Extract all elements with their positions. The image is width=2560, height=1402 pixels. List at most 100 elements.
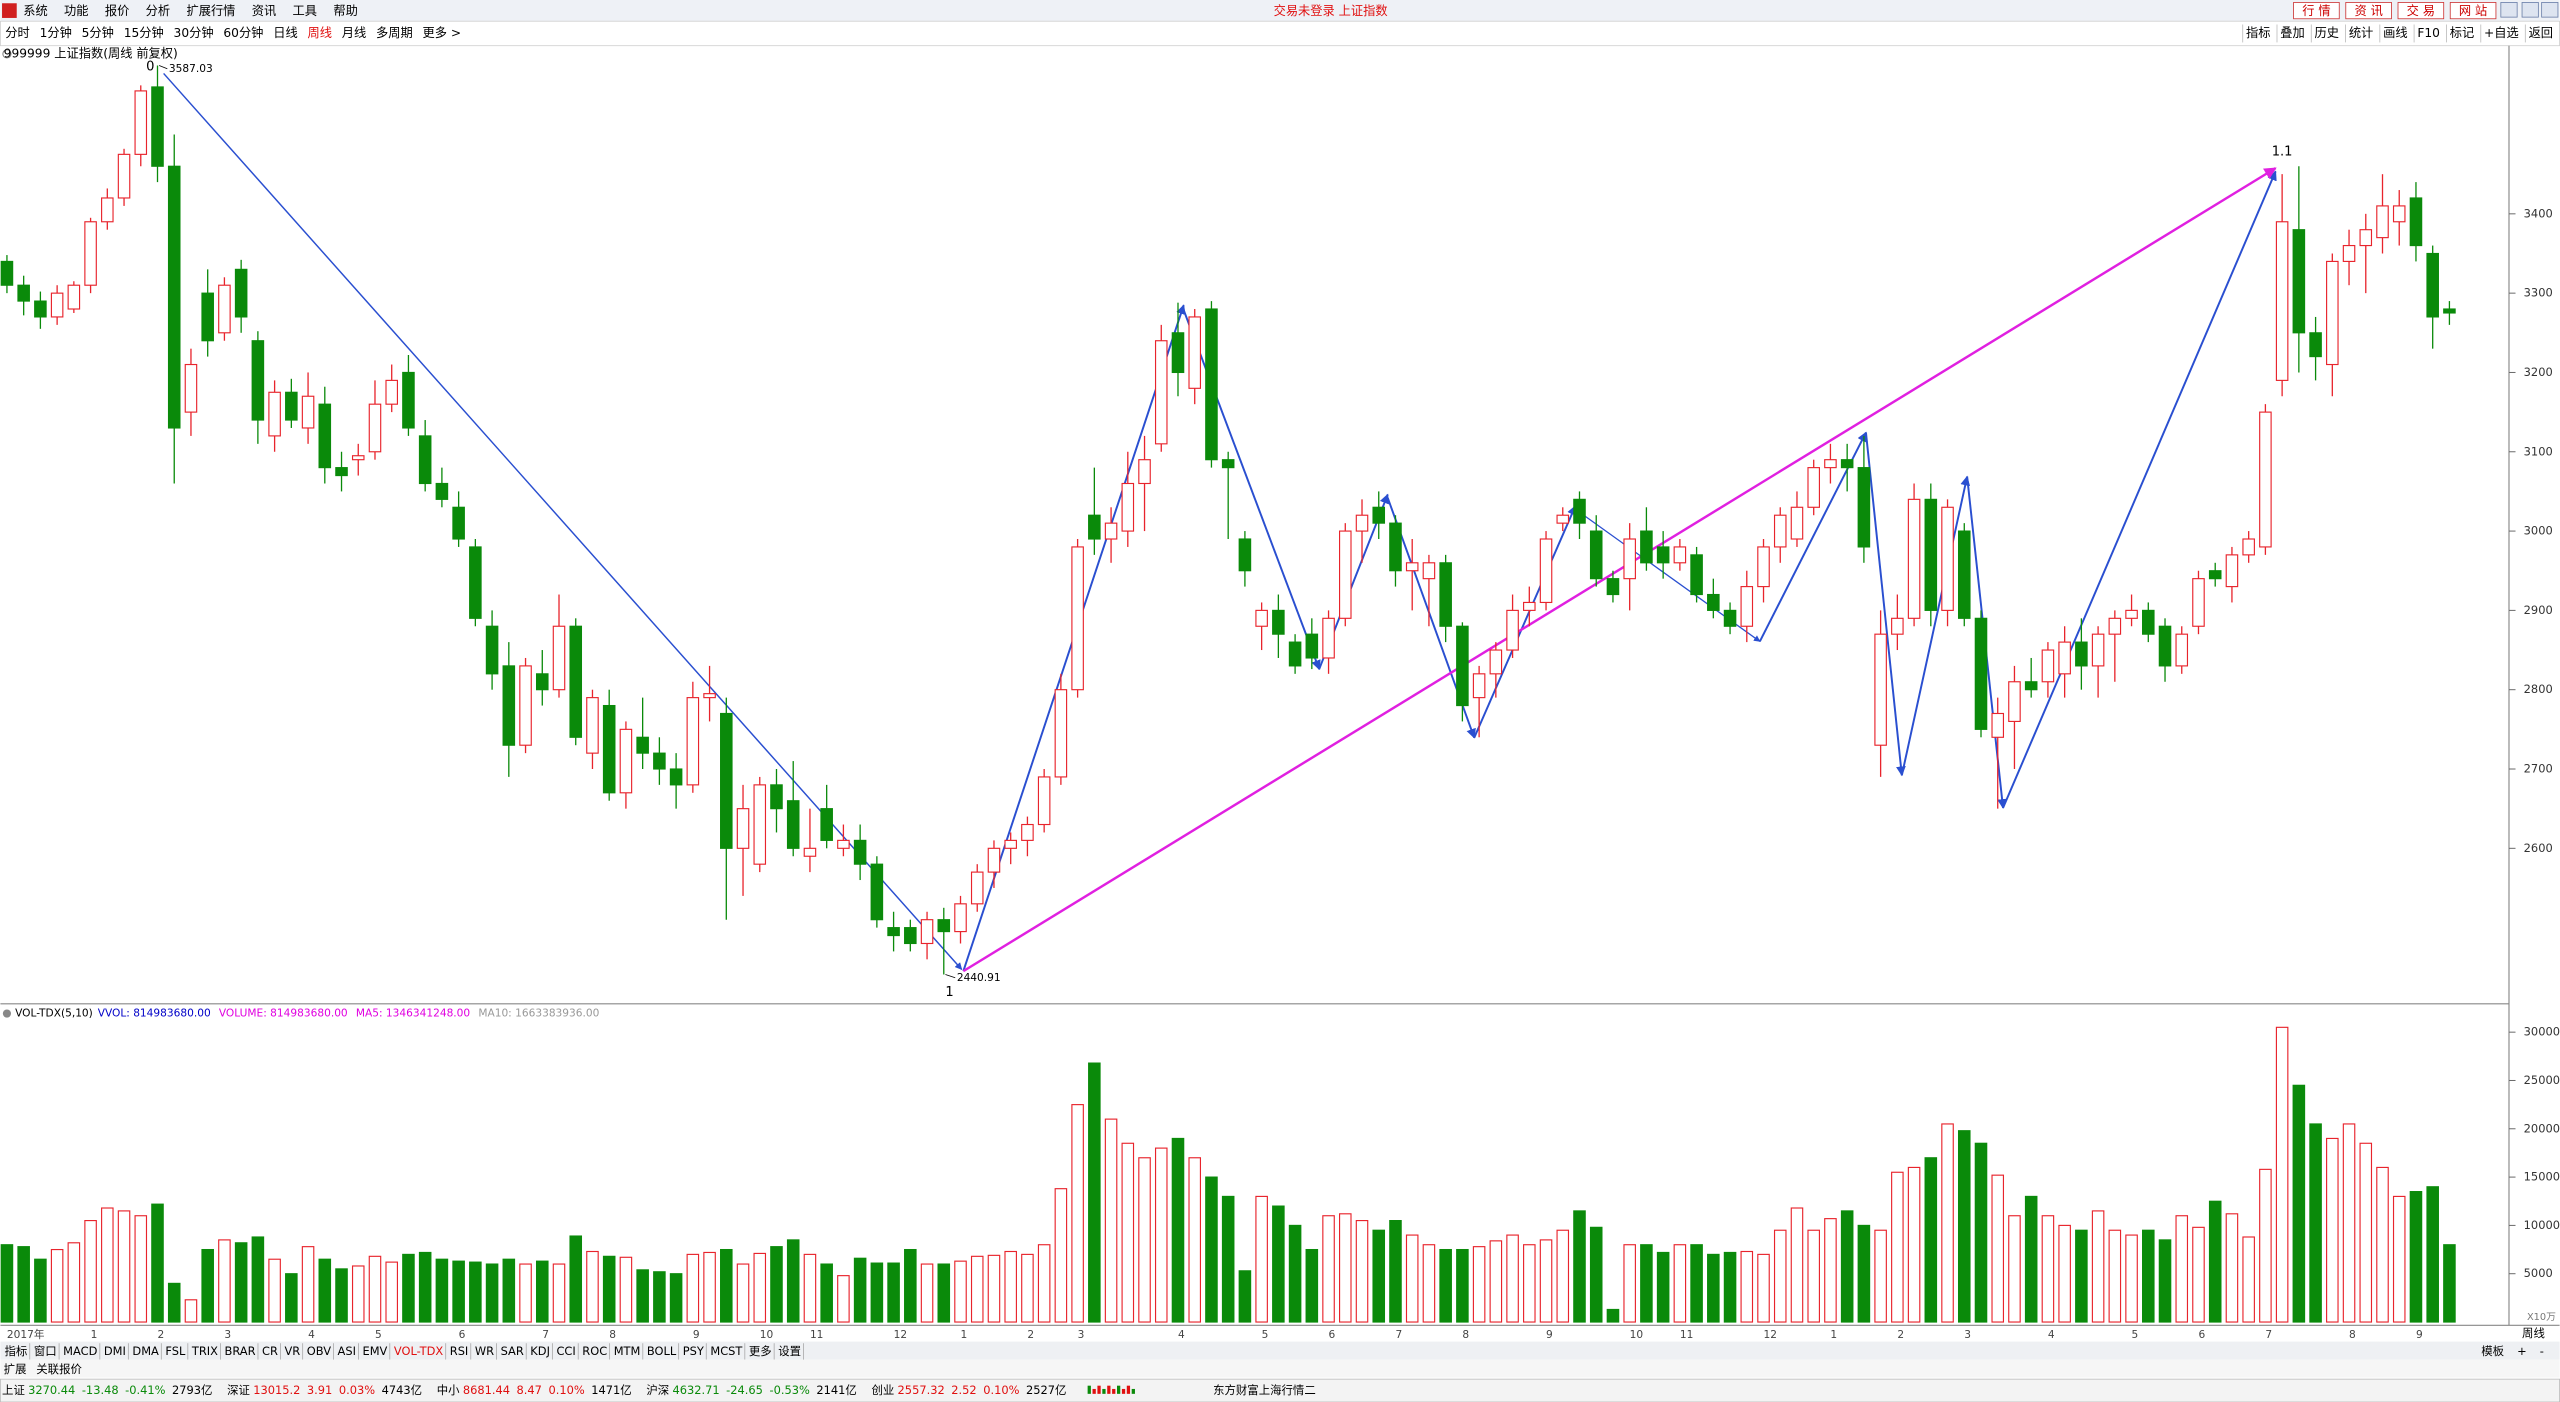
indicator-tab[interactable]: MCST — [710, 1344, 742, 1358]
candle-body — [1991, 712, 2005, 738]
indicator-tab[interactable]: 指标 — [4, 1344, 27, 1358]
tab-tool[interactable]: 模板 — [2481, 1344, 2504, 1358]
top-button-label: 行 情 — [2302, 4, 2330, 18]
top-button[interactable] — [2397, 2, 2445, 20]
indicator-tab[interactable]: CR — [262, 1344, 278, 1358]
period-button[interactable]: 周线 — [307, 26, 331, 40]
indicator-tab[interactable]: VR — [284, 1344, 300, 1358]
indicator-tab[interactable]: KDJ — [530, 1344, 550, 1358]
period-button[interactable]: 更多 > — [423, 26, 462, 40]
period-button[interactable]: 日线 — [273, 26, 297, 40]
indicator-tab[interactable]: ASI — [338, 1344, 356, 1358]
index-value: -24.65 — [726, 1383, 763, 1397]
indicator-tab[interactable]: FSL — [165, 1344, 186, 1358]
period-button[interactable]: 1分钟 — [40, 25, 72, 40]
volume-bar — [1673, 1244, 1687, 1323]
top-button[interactable] — [2449, 2, 2497, 20]
window-control[interactable] — [2521, 2, 2539, 18]
indicator-tab[interactable]: EMV — [362, 1344, 387, 1358]
indicator-tab[interactable]: 设置 — [778, 1344, 801, 1358]
index-value: 3270.44 — [28, 1383, 75, 1397]
index-value: 3.91 — [307, 1383, 332, 1397]
volume-bar — [1807, 1229, 1820, 1323]
indicator-tab[interactable]: ROC — [582, 1344, 607, 1358]
tab-bar — [0, 1341, 2560, 1360]
volume-bar — [1389, 1220, 1402, 1323]
indicator-tab[interactable]: TRIX — [191, 1344, 218, 1358]
tool-button[interactable]: 标记 — [2450, 26, 2474, 40]
x-tick-label: 11 — [810, 1329, 823, 1341]
period-button[interactable]: 30分钟 — [174, 25, 214, 40]
period-button[interactable]: 15分钟 — [124, 25, 164, 40]
candle-body — [402, 371, 415, 429]
tool-button[interactable]: +自选 — [2484, 26, 2519, 40]
indicator-tab[interactable]: 更多 — [749, 1344, 772, 1358]
menu-item[interactable]: 报价 — [105, 3, 129, 18]
tab-tool[interactable]: + — [2517, 1344, 2527, 1358]
top-button[interactable] — [2293, 2, 2340, 20]
volume-bar — [1589, 1226, 1603, 1323]
volume-bar — [1405, 1234, 1419, 1323]
tool-button[interactable]: 历史 — [2315, 26, 2339, 40]
index-value: 4632.71 — [672, 1383, 719, 1397]
period-button[interactable]: 月线 — [342, 26, 366, 40]
indicator-tab[interactable]: PSY — [683, 1344, 704, 1358]
wave-line — [1473, 505, 1577, 739]
indicator-tab[interactable]: BRAR — [225, 1344, 256, 1358]
indicator-tab[interactable]: BOLL — [647, 1344, 677, 1358]
indicator-tab[interactable]: CCI — [556, 1344, 575, 1358]
tool-button[interactable]: 叠加 — [2280, 26, 2304, 40]
period-button[interactable]: 分时 — [5, 26, 29, 40]
indicator-tab[interactable]: SAR — [501, 1344, 524, 1358]
index-value: 0.10% — [983, 1383, 1019, 1397]
candle-body — [803, 847, 817, 857]
x-tick-label: 1 — [91, 1329, 98, 1341]
tool-button[interactable]: 画线 — [2383, 26, 2407, 40]
volume-bar — [2091, 1210, 2105, 1323]
volume-bar — [2075, 1229, 2088, 1323]
volume-bar — [50, 1248, 64, 1323]
menu-item[interactable]: 资讯 — [252, 4, 276, 18]
indicator-tab[interactable]: WR — [475, 1344, 494, 1358]
sub-tab-bar — [0, 1359, 2560, 1378]
tool-button[interactable]: 指标 — [2246, 25, 2270, 40]
volume-bar — [1489, 1240, 1503, 1323]
period-button[interactable]: 多周期 — [376, 26, 413, 40]
menu-item[interactable]: 功能 — [64, 4, 88, 18]
sub-tab[interactable]: 扩展 — [4, 1362, 27, 1376]
candle-body — [2275, 221, 2289, 381]
indicator-tab[interactable]: MACD — [63, 1344, 97, 1358]
y-tick-label: 30000 — [2524, 1025, 2560, 1039]
indicator-tab[interactable]: 窗口 — [34, 1344, 57, 1358]
menu-item[interactable]: 工具 — [293, 4, 317, 18]
period-button[interactable]: 60分钟 — [223, 25, 263, 40]
indicator-tab[interactable]: MTM — [614, 1344, 641, 1358]
indicator-tab[interactable]: DMI — [104, 1344, 126, 1358]
candle-body — [602, 704, 616, 794]
volume-bar — [351, 1265, 365, 1323]
indicator-tab[interactable]: RSI — [450, 1344, 469, 1358]
window-control[interactable] — [2500, 2, 2518, 18]
menu-item[interactable]: 系统 — [23, 4, 47, 18]
volume-bar — [920, 1263, 934, 1323]
window-control[interactable] — [2541, 2, 2559, 18]
menu-item[interactable]: 扩展行情 — [186, 4, 235, 18]
period-button[interactable]: 5分钟 — [82, 25, 114, 40]
signal-icon — [1131, 1388, 1135, 1394]
indicator-tab[interactable]: VOL-TDX — [394, 1344, 444, 1358]
candle-body — [954, 903, 967, 933]
volume-bar — [1037, 1244, 1051, 1323]
top-button[interactable] — [2345, 2, 2392, 20]
sub-tab[interactable]: 关联报价 — [36, 1362, 82, 1376]
menu-item[interactable]: 分析 — [146, 4, 170, 18]
indicator-tab[interactable]: OBV — [307, 1344, 331, 1358]
menu-item[interactable]: 帮助 — [333, 4, 357, 18]
volume-bar — [586, 1250, 599, 1323]
tool-button[interactable]: 统计 — [2349, 26, 2373, 40]
tool-button[interactable]: 返回 — [2529, 26, 2553, 40]
tab-tool[interactable]: - — [2540, 1344, 2544, 1358]
indicator-tab[interactable]: DMA — [132, 1344, 159, 1358]
x-tick-label: 3 — [224, 1329, 231, 1341]
tool-button[interactable]: F10 — [2417, 26, 2440, 40]
